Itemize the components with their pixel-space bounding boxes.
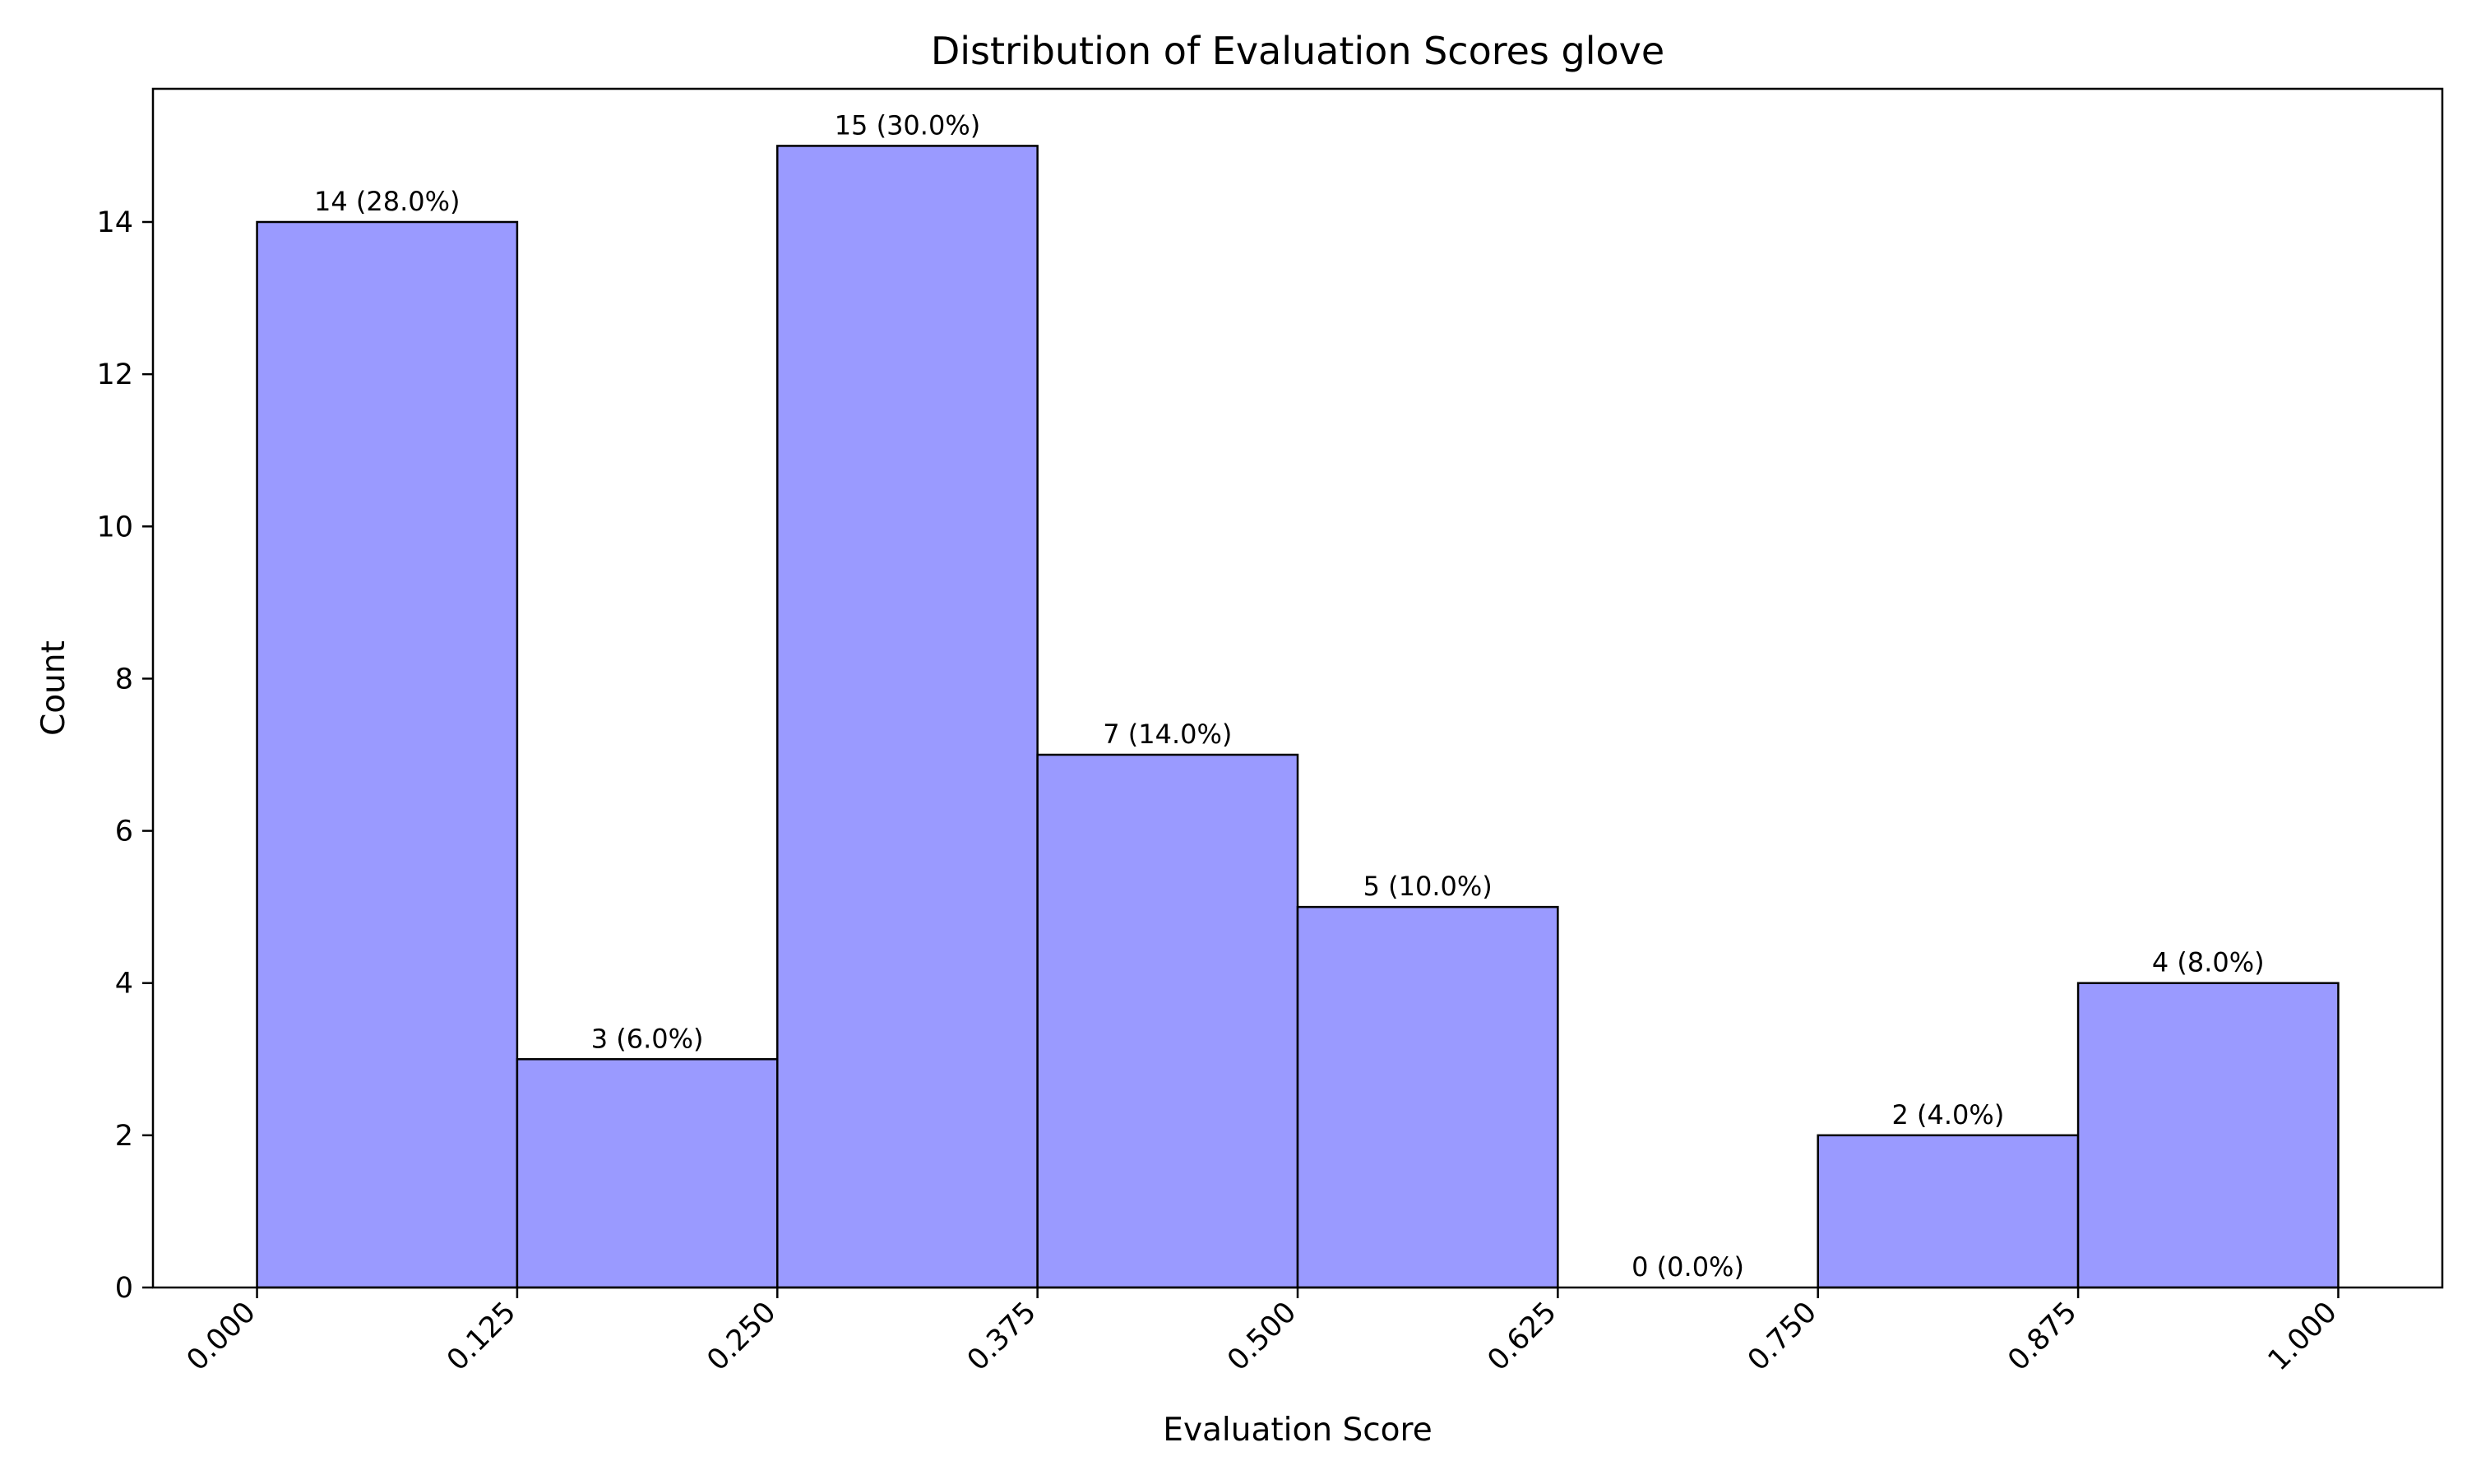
plot-frame bbox=[151, 87, 2444, 1289]
histogram-bar bbox=[516, 1058, 779, 1289]
histogram-bar bbox=[256, 220, 519, 1289]
bar-value-label: 4 (8.0%) bbox=[2152, 947, 2265, 978]
y-axis: 0 2 4 6 8 10 12 14 bbox=[96, 206, 153, 1305]
x-axis-label: Evaluation Score bbox=[1163, 1412, 1432, 1449]
chart-title: Distribution of Evaluation Scores glove bbox=[931, 29, 1664, 73]
bar-value-label: 5 (10.0%) bbox=[1363, 871, 1493, 902]
x-tick-label: 0.125 bbox=[441, 1296, 522, 1377]
y-tick-label: 8 bbox=[115, 663, 133, 696]
histogram-bar bbox=[776, 145, 1039, 1289]
y-tick-label: 6 bbox=[115, 816, 133, 848]
y-tick-label: 4 bbox=[115, 968, 133, 1001]
x-tick-label: 0.875 bbox=[2002, 1296, 2083, 1377]
y-tick-label: 2 bbox=[115, 1120, 133, 1153]
x-tick-label: 1.000 bbox=[2262, 1296, 2344, 1377]
bar-value-label: 14 (28.0%) bbox=[314, 186, 461, 217]
bars-layer bbox=[256, 145, 2340, 1289]
x-tick-label: 0.625 bbox=[1482, 1296, 1563, 1377]
x-tick-label: 0.375 bbox=[961, 1296, 1043, 1377]
y-tick-label: 14 bbox=[96, 206, 133, 239]
histogram-bar bbox=[1296, 905, 1559, 1289]
histogram-bar bbox=[1036, 753, 1299, 1289]
bar-value-label: 2 (4.0%) bbox=[1892, 1099, 2005, 1130]
bar-value-label: 0 (0.0%) bbox=[1632, 1251, 1744, 1283]
bar-value-label: 15 (30.0%) bbox=[835, 109, 981, 141]
bar-value-label: 3 (6.0%) bbox=[591, 1023, 704, 1054]
y-tick-label: 0 bbox=[115, 1272, 133, 1305]
x-tick-label: 0.000 bbox=[181, 1296, 262, 1377]
x-axis: 0.000 0.125 0.250 0.375 0.500 0.625 0.750 0.875… bbox=[181, 1288, 2344, 1377]
x-tick-label: 0.500 bbox=[1221, 1296, 1303, 1377]
bar-value-label: 7 (14.0%) bbox=[1103, 719, 1232, 750]
y-tick-label: 10 bbox=[96, 511, 133, 543]
x-tick-label: 0.750 bbox=[1742, 1296, 1823, 1377]
histogram-bar bbox=[2076, 982, 2340, 1289]
x-tick-label: 0.250 bbox=[701, 1296, 782, 1377]
y-tick-label: 12 bbox=[96, 358, 133, 391]
bar-labels-layer: 14 (28.0%) 3 (6.0%) 15 (30.0%) 7 (14.0%) 5 (… bbox=[314, 109, 2265, 1283]
y-axis-label: Count bbox=[35, 640, 72, 736]
histogram-bar bbox=[1817, 1134, 2080, 1289]
